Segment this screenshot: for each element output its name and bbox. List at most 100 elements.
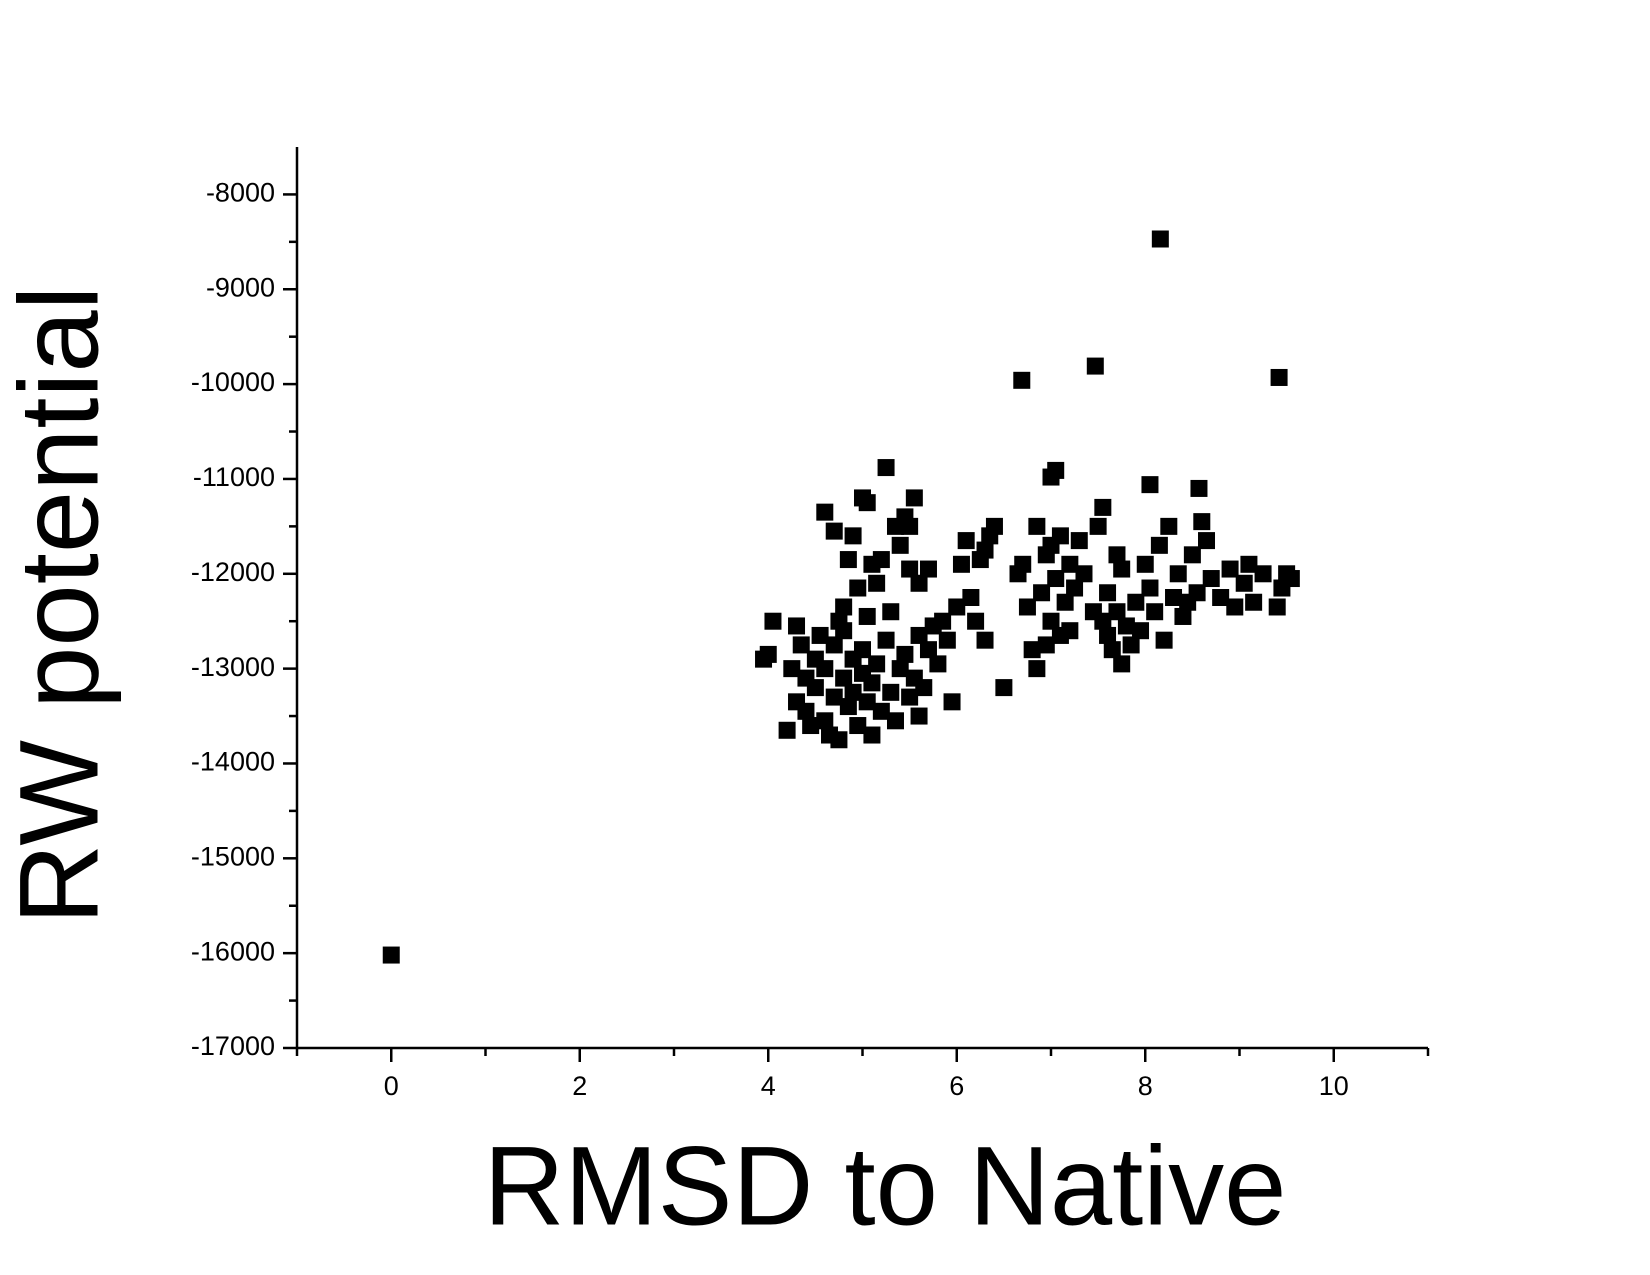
scatter-point bbox=[1240, 555, 1258, 573]
scatter-point bbox=[1141, 579, 1159, 597]
scatter-point bbox=[882, 603, 900, 621]
scatter-point bbox=[1136, 555, 1154, 573]
scatter-point bbox=[957, 532, 975, 550]
x-tick-label: 0 bbox=[384, 1071, 399, 1101]
scatter-point bbox=[868, 655, 886, 673]
scatter-point bbox=[901, 517, 919, 535]
scatter-point bbox=[778, 721, 796, 739]
scatter-point bbox=[1028, 660, 1046, 678]
scatter-point bbox=[854, 641, 871, 659]
y-tick-label: -13000 bbox=[191, 652, 275, 682]
scatter-point bbox=[1155, 631, 1173, 649]
scatter-point bbox=[788, 617, 806, 635]
scatter-point bbox=[962, 589, 980, 606]
scatter-point bbox=[1014, 555, 1032, 573]
scatter-point bbox=[1268, 598, 1286, 616]
scatter-point bbox=[1042, 612, 1060, 630]
scatter-point bbox=[872, 551, 890, 569]
scatter-point bbox=[1141, 476, 1159, 494]
x-axis-title: RMSD to Native bbox=[484, 1124, 1287, 1249]
y-tick-label: -12000 bbox=[191, 557, 275, 587]
scatter-point bbox=[755, 650, 773, 668]
scatter-point bbox=[948, 598, 966, 616]
scatter-point bbox=[1221, 560, 1239, 578]
scatter-point bbox=[1165, 589, 1183, 606]
scatter-point bbox=[891, 660, 909, 678]
scatter-point bbox=[1099, 626, 1117, 644]
scatter-point bbox=[816, 503, 834, 521]
scatter-point bbox=[764, 612, 782, 630]
scatter-point bbox=[811, 626, 829, 644]
scatter-point bbox=[1169, 565, 1187, 583]
scatter-point bbox=[1086, 357, 1104, 375]
scatter-point bbox=[825, 522, 843, 540]
scatter-point bbox=[1089, 517, 1107, 535]
scatter-point bbox=[1183, 546, 1201, 564]
scatter-point bbox=[797, 702, 815, 720]
scatter-point bbox=[849, 717, 867, 735]
scatter-point bbox=[938, 631, 956, 649]
scatter-point bbox=[877, 631, 895, 649]
scatter-point bbox=[1108, 546, 1126, 564]
scatter-point bbox=[882, 683, 900, 701]
scatter-point bbox=[967, 612, 985, 630]
scatter-point bbox=[1066, 579, 1084, 597]
scatter-point bbox=[886, 712, 904, 730]
scatter-point bbox=[1028, 517, 1046, 535]
scatter-point bbox=[919, 560, 937, 578]
y-tick-label: -8000 bbox=[206, 178, 275, 208]
scatter-point bbox=[1108, 603, 1126, 621]
scatter-point bbox=[1103, 641, 1121, 659]
scatter-point bbox=[816, 712, 834, 730]
scatter-point bbox=[1270, 368, 1288, 386]
scatter-point bbox=[844, 527, 862, 545]
scatter-point bbox=[1070, 532, 1088, 550]
scatter-point bbox=[802, 717, 820, 735]
scatter-point bbox=[858, 494, 876, 512]
scatter-point bbox=[901, 688, 919, 706]
scatter-point bbox=[863, 674, 881, 692]
x-tick-label: 10 bbox=[1319, 1071, 1349, 1101]
scatter-point bbox=[910, 574, 928, 592]
scatter-point bbox=[1146, 603, 1164, 621]
scatter-point bbox=[1174, 607, 1192, 625]
scatter-point bbox=[1179, 593, 1197, 611]
scatter-point bbox=[1254, 565, 1272, 583]
scatter-point bbox=[825, 636, 843, 654]
scatter-point bbox=[1245, 593, 1263, 611]
scatter-point bbox=[1202, 570, 1220, 588]
scatter-point bbox=[1051, 527, 1069, 545]
scatter-point bbox=[1212, 589, 1230, 606]
scatter-point bbox=[839, 698, 857, 716]
scatter-point bbox=[1099, 584, 1117, 602]
scatter-point bbox=[901, 560, 919, 578]
scatter-point bbox=[1113, 655, 1131, 673]
scatter-point bbox=[1160, 517, 1178, 535]
scatter-point bbox=[1023, 641, 1041, 659]
scatter-point bbox=[1151, 230, 1169, 248]
scatter-point bbox=[877, 459, 895, 477]
scatter-point bbox=[1193, 513, 1211, 531]
scatter-point bbox=[844, 683, 862, 701]
scatter-point bbox=[1122, 636, 1140, 654]
scatter-point bbox=[1117, 617, 1135, 635]
scatter-point bbox=[896, 645, 914, 663]
scatter-point bbox=[835, 669, 853, 687]
scatter-point bbox=[1127, 593, 1145, 611]
scatter-point bbox=[891, 536, 909, 554]
scatter-point bbox=[934, 612, 952, 630]
scatter-point bbox=[868, 574, 886, 592]
scatter-point bbox=[863, 726, 881, 744]
scatter-point bbox=[910, 626, 928, 644]
x-tick-label: 6 bbox=[949, 1071, 964, 1101]
scatter-point bbox=[929, 655, 947, 673]
scatter-point bbox=[1094, 612, 1112, 630]
x-tick-label: 4 bbox=[761, 1071, 776, 1101]
scatter-point bbox=[858, 693, 876, 711]
scatter-point bbox=[1037, 636, 1055, 654]
scatter-point bbox=[1018, 598, 1036, 616]
scatter-point bbox=[825, 688, 843, 706]
scatter-point bbox=[835, 598, 853, 616]
y-tick-label: -16000 bbox=[191, 936, 275, 966]
